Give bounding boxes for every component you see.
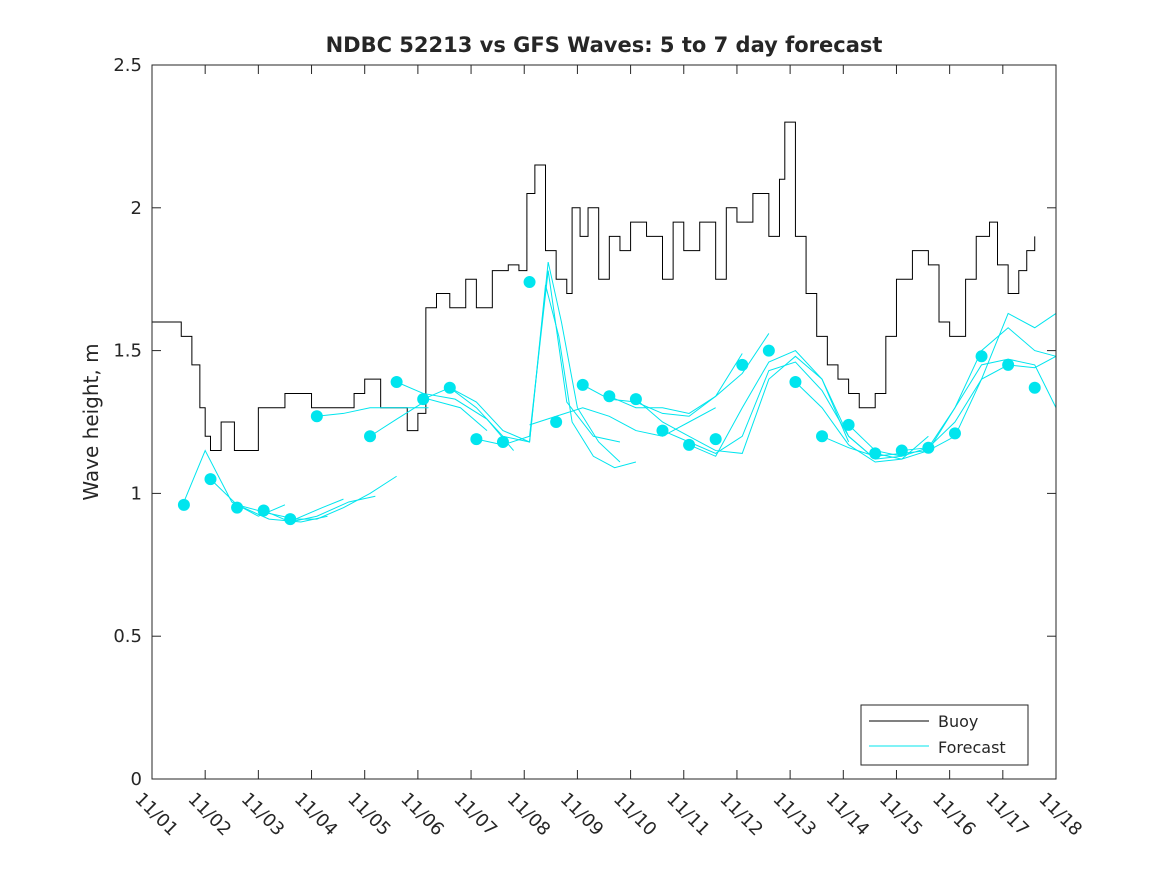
ytick-label: 2.5 xyxy=(113,55,142,76)
forecast-line-11 xyxy=(529,407,716,437)
forecast-marker xyxy=(762,344,775,357)
forecast-marker xyxy=(789,376,802,389)
forecast-marker xyxy=(576,378,589,391)
ytick-label: 0 xyxy=(131,769,142,790)
forecast-marker xyxy=(683,438,696,451)
forecast-line-20 xyxy=(875,358,1057,460)
forecast-marker xyxy=(975,350,988,363)
plot-area xyxy=(152,65,1056,779)
forecast-marker xyxy=(231,501,244,514)
forecast-marker xyxy=(470,433,483,446)
forecast-marker xyxy=(257,504,270,517)
forecast-marker xyxy=(523,276,536,289)
plot-frame xyxy=(151,64,1057,780)
ytick-label: 2 xyxy=(131,198,142,219)
forecast-marker xyxy=(310,410,323,423)
forecast-line-14 xyxy=(635,355,850,454)
forecast-marker xyxy=(284,513,297,526)
forecast-marker xyxy=(922,441,935,454)
forecast-marker xyxy=(443,381,456,394)
legend-box xyxy=(860,704,1029,766)
y-axis-label: Wave height, m xyxy=(79,343,103,500)
forecast-marker xyxy=(1002,358,1015,371)
forecast-line-5 xyxy=(316,407,429,417)
forecast-line-9 xyxy=(449,284,637,469)
forecast-line-7 xyxy=(396,381,514,451)
forecast-marker xyxy=(550,416,563,428)
forecast-marker xyxy=(736,358,749,371)
forecast-marker xyxy=(629,393,642,406)
forecast-marker xyxy=(1028,381,1041,394)
y-axis-ticks: 0 0.5 1 1.5 2 2.5 xyxy=(113,55,1056,790)
legend-buoy-label: Buoy xyxy=(938,712,978,731)
legend: Buoy Forecast xyxy=(860,704,1029,766)
forecast-marker xyxy=(709,433,722,446)
forecast-marker xyxy=(177,498,190,511)
forecast-marker xyxy=(417,393,430,406)
forecast-line-15 xyxy=(662,361,876,460)
forecast-line-1 xyxy=(210,478,328,523)
forecast-marker xyxy=(496,435,509,448)
forecast-marker xyxy=(816,430,829,443)
ytick-label: 1.5 xyxy=(113,341,142,362)
marker-layer xyxy=(177,276,1041,526)
forecast-marker xyxy=(895,444,908,457)
series-layer xyxy=(152,121,1057,523)
forecast-line-18 xyxy=(821,312,1057,457)
forecast-line-4 xyxy=(290,475,397,520)
forecast-marker xyxy=(842,418,855,431)
ytick-label: 1 xyxy=(131,483,142,504)
forecast-marker xyxy=(204,473,217,486)
forecast-marker xyxy=(603,390,616,403)
forecast-line-13 xyxy=(609,333,770,414)
forecast-marker xyxy=(948,427,961,440)
forecast-marker xyxy=(390,376,403,389)
ytick-label: 0.5 xyxy=(113,626,142,647)
legend-forecast-label: Forecast xyxy=(938,738,1006,757)
chart-title: NDBC 52213 vs GFS Waves: 5 to 7 day fore… xyxy=(326,33,883,57)
forecast-marker xyxy=(656,424,669,437)
forecast-marker xyxy=(869,447,882,460)
buoy-line xyxy=(152,121,1036,452)
forecast-marker xyxy=(364,430,377,443)
forecast-line-16 xyxy=(688,350,902,460)
